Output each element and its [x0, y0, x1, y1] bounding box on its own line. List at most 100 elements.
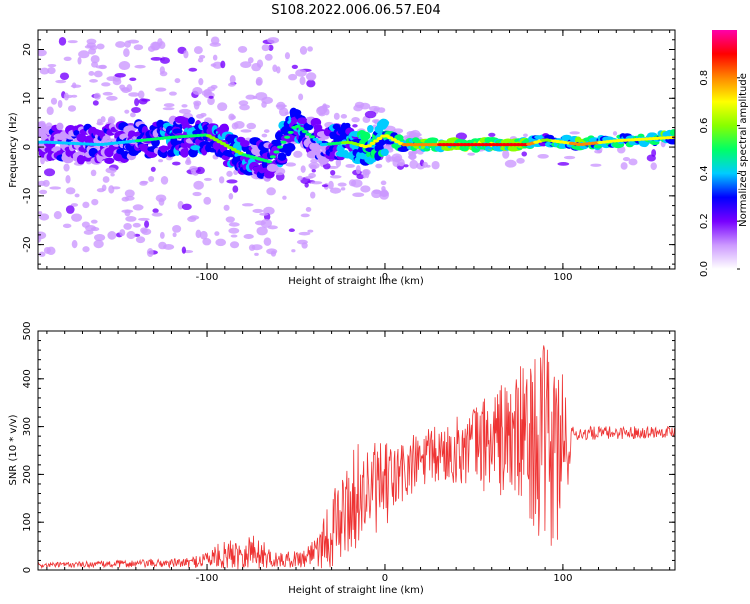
spectrogram-noise-cell — [353, 104, 363, 112]
spectrogram-noise-cell — [225, 216, 235, 223]
spectrogram-noise-cell — [121, 209, 134, 213]
spectrogram-noise-cell — [403, 164, 409, 168]
spectrogram-noise-cell — [102, 176, 110, 183]
spectrogram-noise-cell — [620, 162, 628, 170]
spectrogram-y-tick-label: 0 — [22, 144, 33, 150]
spectrogram-ridge-peak — [316, 140, 323, 144]
spectrogram-noise-cell — [203, 196, 212, 205]
spectrogram-noise-cell — [502, 149, 510, 159]
spectrogram-noise-cell — [124, 40, 131, 48]
spectrogram-noise-cell — [133, 44, 144, 51]
spectrogram-noise-cell — [226, 179, 238, 184]
spectrogram-noise-cell — [57, 99, 63, 108]
spectrogram-noise-cell — [65, 174, 71, 184]
spectrogram-noise-cell — [132, 204, 144, 211]
spectrogram-noise-cell — [82, 246, 90, 253]
spectrogram-noise-cell — [101, 184, 107, 192]
spectrogram-noise-cell — [189, 215, 200, 220]
snr-y-tick-label: 400 — [22, 369, 33, 388]
spectrogram-noise-cell — [208, 95, 214, 99]
spectrogram-noise-cell — [124, 189, 135, 198]
spectrogram-noise-cell — [345, 163, 355, 168]
spectrogram-noise-cell — [251, 63, 262, 72]
spectrogram-noise-cell — [237, 45, 248, 53]
spectrogram-ridge-peak — [301, 130, 308, 134]
spectrogram-noise-cell — [89, 79, 98, 83]
spectrogram-noise-cell — [40, 155, 46, 165]
spectrogram-noise-cell — [380, 180, 387, 186]
spectrogram-noise-cell — [228, 222, 240, 227]
spectrogram-noise-cell — [202, 238, 212, 246]
snr-y-tick-label: 100 — [22, 513, 33, 532]
spectrogram-noise-cell — [183, 50, 189, 59]
spectrogram-noise-cell — [521, 151, 528, 157]
spectrogram-noise-cell — [188, 67, 198, 72]
spectrogram-noise-cell — [276, 66, 281, 74]
spectrogram-noise-cell — [218, 176, 225, 184]
spectrogram-noise-cell — [298, 93, 304, 101]
spectrogram-noise-cell — [622, 157, 631, 162]
spectrogram-noise-cell — [121, 196, 130, 202]
spectrogram-noise-cell — [131, 107, 141, 114]
spectrogram-noise-cell — [135, 236, 146, 244]
spectrogram-noise-cell — [275, 104, 288, 108]
spectrogram-noise-cell — [288, 228, 295, 233]
spectrogram-noise-cell — [335, 158, 342, 168]
spectrogram-noise-cell — [228, 82, 236, 87]
spectrogram-noise-cell — [321, 184, 329, 188]
spectrogram-noise-cell — [92, 100, 99, 106]
spectrogram-noise-cell — [123, 48, 130, 57]
spectrogram-noise-cell — [337, 182, 347, 187]
spectrogram-ridge-cell — [667, 139, 675, 145]
spectrogram-noise-cell — [88, 70, 95, 76]
spectrogram-noise-cell — [590, 163, 602, 167]
spectrogram-noise-cell — [93, 70, 103, 78]
spectrogram-noise-cell — [71, 82, 77, 89]
spectrogram-noise-cell — [516, 157, 525, 164]
spectrogram-noise-cell — [199, 230, 208, 240]
spectrogram-noise-cell — [119, 229, 126, 237]
spectrogram-noise-cell — [134, 98, 140, 107]
spectrogram-noise-cell — [230, 234, 238, 238]
spectrogram-ridge-cell — [266, 163, 279, 172]
spectrogram-noise-cell — [129, 77, 137, 82]
spectrogram-noise-cell — [537, 153, 549, 159]
spectrogram-ridge-cell — [239, 140, 250, 148]
spectrogram-noise-cell — [406, 131, 417, 137]
spectrogram-noise-cell — [181, 104, 188, 108]
spectrogram-noise-cell — [186, 156, 191, 164]
spectrogram-noise-cell — [557, 162, 570, 166]
spectrogram-noise-cell — [125, 216, 137, 222]
spectrogram-noise-cell — [130, 112, 136, 118]
spectrogram-y-tick-label: 20 — [22, 43, 33, 56]
spectrogram-noise-cell — [612, 131, 618, 136]
spectrogram-noise-cell — [192, 191, 202, 197]
colorbar-tick-label: 0.6 — [699, 118, 710, 134]
spectrogram-noise-cell — [322, 104, 328, 113]
spectrogram-noise-cell — [134, 64, 146, 69]
spectrogram-noise-cell — [192, 87, 203, 95]
spectrogram-noise-cell — [307, 229, 314, 233]
spectrogram-noise-cell — [138, 217, 150, 221]
colorbar-tick-label: 0.0 — [699, 261, 710, 277]
colorbar-ticks: 0.0 0.2 0.4 0.6 0.8 — [699, 70, 740, 277]
spectrogram-noise-cell — [267, 37, 280, 44]
spectrogram-noise-cell — [307, 46, 313, 52]
spectrogram-noise-cell — [231, 122, 239, 130]
colorbar-label: Normalized spectral amplitude — [738, 73, 749, 227]
spectrogram-noise-cell — [217, 102, 228, 112]
spectrogram-noise-cell — [47, 67, 56, 75]
snr-frame — [37, 330, 676, 571]
spectrogram-noise-cell — [110, 173, 115, 177]
spectrogram-noise-cell — [284, 52, 291, 60]
spectrogram-noise-cell — [55, 79, 67, 84]
spectrogram-noise-cell — [71, 213, 83, 222]
spectrogram-ridge-peak — [298, 127, 305, 131]
spectrogram-ridge-cell — [379, 119, 390, 126]
spectrogram-noise-cell — [181, 203, 192, 211]
colorbar-tick-label: 0.2 — [699, 213, 710, 229]
spectrogram-noise-cell — [189, 165, 198, 172]
spectrogram-noise-cell — [198, 54, 206, 59]
spectrogram-noise-cell — [229, 75, 236, 84]
spectrogram-noise-cell — [63, 92, 69, 101]
